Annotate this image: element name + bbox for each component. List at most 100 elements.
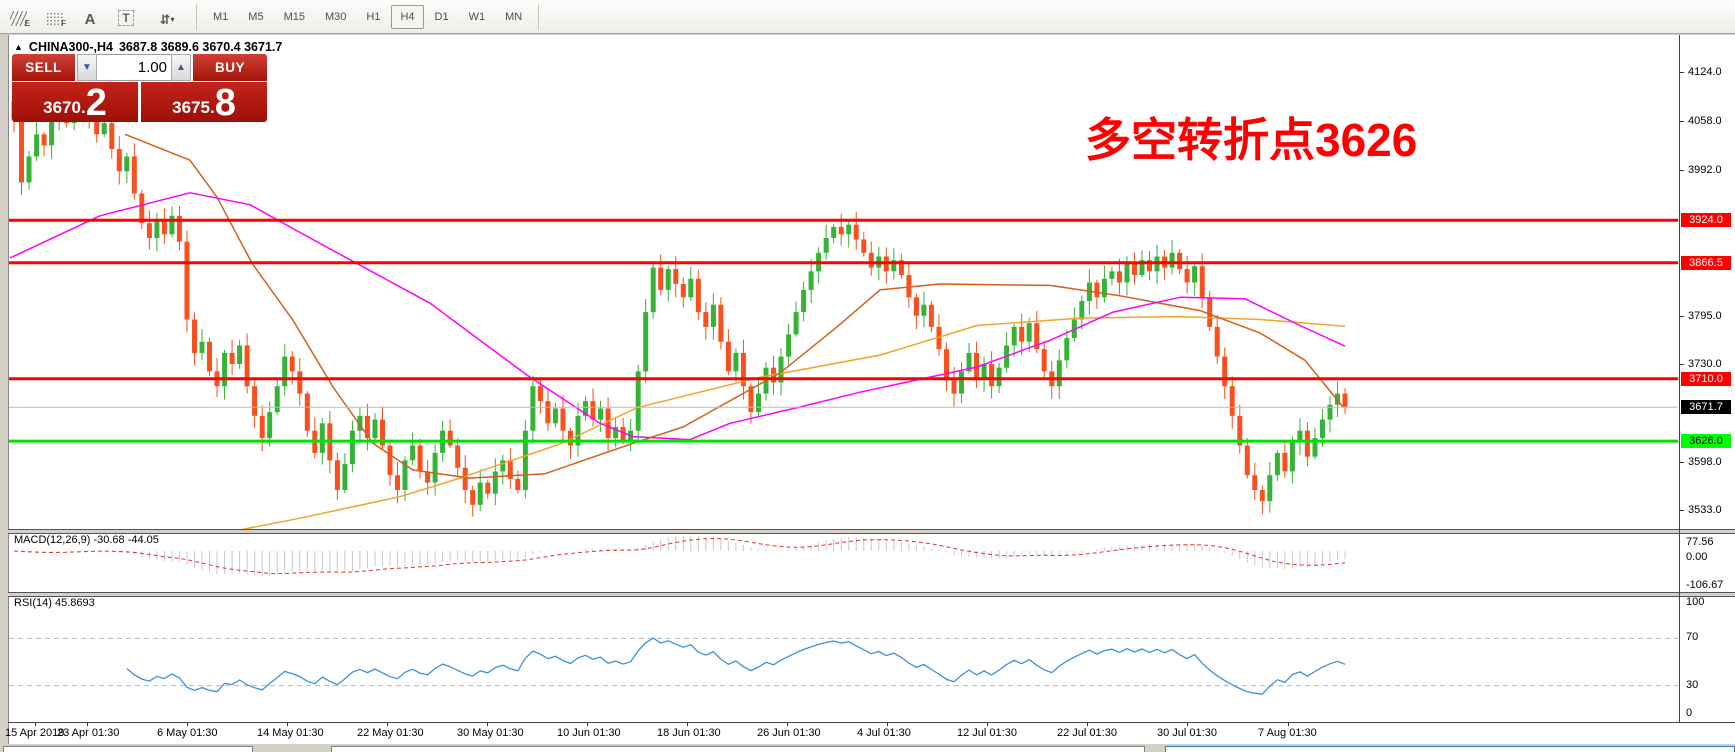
rsi-label: RSI(14) 45.8693 <box>14 597 95 609</box>
price-tick-label: 3795.0 <box>1688 310 1722 322</box>
tool-sub-label: F <box>61 18 66 28</box>
date-tick-mark <box>987 722 988 726</box>
indicator-axis-label: 0 <box>1686 707 1693 719</box>
bottom-partial-panels <box>0 744 1735 752</box>
date-tick-mark <box>35 722 36 726</box>
panel-splitter[interactable] <box>8 529 1735 534</box>
date-tick-mark <box>687 722 688 726</box>
arrows-tool-button[interactable]: ⇵ ▾ <box>146 3 188 31</box>
date-label: 30 Jul 01:30 <box>1157 727 1217 739</box>
grid-f-tool-button[interactable]: F <box>38 3 70 31</box>
ask-big-digit: 8 <box>214 82 236 124</box>
macd-indicator-chart[interactable] <box>8 532 1679 592</box>
price-tick-label: 3598.0 <box>1688 456 1722 468</box>
price-tick-mark <box>1680 316 1684 317</box>
price-tick-mark <box>1680 510 1684 511</box>
collapse-panel-icon[interactable]: ▲ <box>14 42 23 52</box>
toolbar-separator <box>538 3 540 30</box>
sell-button[interactable]: SELL <box>12 54 75 81</box>
ask-price-box[interactable]: 3675. 8 <box>141 82 267 122</box>
date-label: 18 Jun 01:30 <box>657 727 721 739</box>
tool-sub-label: E <box>24 18 30 28</box>
chevron-down-icon: ▾ <box>170 14 175 24</box>
price-line-badge: 3710.0 <box>1681 372 1731 386</box>
bottom-partial-panel <box>3 746 253 752</box>
timeframe-button-w1[interactable]: W1 <box>468 10 486 23</box>
ask-sep: . <box>209 98 215 117</box>
text-box-icon: T <box>118 9 134 26</box>
timeframe-group: M1 M5 M15 M30 H1 H4 D1 W1 MN <box>203 4 532 29</box>
date-label: 23 Apr 01:30 <box>57 727 120 739</box>
buy-button[interactable]: BUY <box>193 54 267 81</box>
main-price-chart[interactable] <box>8 36 1679 529</box>
timeframe-button-m15[interactable]: M15 <box>283 10 305 23</box>
timeframe-button-h4[interactable]: H4 <box>391 4 424 29</box>
price-tick-mark <box>1680 364 1684 365</box>
text-label-tool-button[interactable]: A <box>74 3 106 31</box>
rsi-indicator-chart[interactable] <box>8 595 1679 722</box>
volume-input[interactable] <box>97 54 171 81</box>
price-tick-mark <box>1680 121 1684 122</box>
price-tick-label: 4058.0 <box>1688 115 1722 127</box>
indicator-axis-label: 70 <box>1686 631 1699 643</box>
bid-big-digit: 2 <box>85 82 107 124</box>
date-label: 7 Aug 01:30 <box>1258 727 1317 739</box>
macd-label: MACD(12,26,9) -30.68 -44.05 <box>14 534 159 546</box>
date-label: 15 Apr 2019 <box>5 727 65 739</box>
indicator-axis-label: 0.00 <box>1686 551 1708 563</box>
indicator-axis-label: 100 <box>1686 596 1705 608</box>
text-box-tool-button[interactable]: T <box>110 3 142 31</box>
price-line-badge: 3866.5 <box>1681 256 1731 270</box>
price-tick-mark <box>1680 170 1684 171</box>
date-tick-mark <box>587 722 588 726</box>
arrows-icon: ⇵ <box>159 11 171 27</box>
timeframe-button-mn[interactable]: MN <box>505 10 523 23</box>
crosshair-e-icon <box>9 10 27 26</box>
toolbar-separator <box>196 3 197 30</box>
symbol-title: CHINA300-,H4 <box>28 40 113 54</box>
date-label: 12 Jul 01:30 <box>957 727 1017 739</box>
bid-main-digits: 3670 <box>43 98 81 117</box>
timeframe-button-d1[interactable]: D1 <box>434 10 449 23</box>
bid-price-box[interactable]: 3670. 2 <box>12 82 138 122</box>
price-axis-border <box>1679 35 1680 722</box>
date-label: 6 May 01:30 <box>157 727 218 739</box>
date-tick-mark <box>1087 722 1088 726</box>
date-label: 4 Jul 01:30 <box>857 727 911 739</box>
panel-splitter[interactable] <box>8 592 1735 597</box>
one-click-trade-widget: SELL ▼ ▲ BUY 3670.2 3675.8 <box>12 54 267 122</box>
date-tick-mark <box>87 722 88 726</box>
price-tick-label: 4124.0 <box>1688 66 1722 78</box>
date-tick-mark <box>1187 722 1188 726</box>
volume-stepper: ▼ ▲ <box>77 54 191 81</box>
indicator-axis-label: 30 <box>1686 679 1699 691</box>
bottom-partial-panel <box>331 746 1145 752</box>
quote-header: ▲ CHINA300-,H4 3687.8 3689.6 3670.4 3671… <box>14 40 282 54</box>
price-tick-label: 3730.0 <box>1688 358 1722 370</box>
date-label: 14 May 01:30 <box>257 727 324 739</box>
grid-f-icon <box>45 11 63 25</box>
volume-decrease-button[interactable]: ▼ <box>77 54 97 81</box>
volume-increase-button[interactable]: ▲ <box>171 54 191 81</box>
date-tick-mark <box>187 722 188 726</box>
timeframe-button-m30[interactable]: M30 <box>324 10 347 23</box>
timeframe-button-m5[interactable]: M5 <box>248 10 264 23</box>
price-line-badge: 3924.0 <box>1681 213 1731 227</box>
price-line-badge: 3671.7 <box>1681 400 1731 414</box>
indicator-axis-label: -106.67 <box>1686 579 1724 591</box>
date-tick-mark <box>887 722 888 726</box>
ohlc-values: 3687.8 3689.6 3670.4 3671.7 <box>118 40 283 54</box>
date-tick-mark <box>1288 722 1289 726</box>
date-label: 22 Jul 01:30 <box>1057 727 1117 739</box>
toolbar: E F A T ⇵ ▾ M1 M5 M15 M30 H1 H4 D1 W1 MN <box>0 0 1735 34</box>
price-tick-label: 3992.0 <box>1688 164 1722 176</box>
timeframe-button-m1[interactable]: M1 <box>213 10 229 23</box>
price-tick-mark <box>1680 462 1684 463</box>
date-tick-mark <box>387 722 388 726</box>
date-label: 10 Jun 01:30 <box>557 727 621 739</box>
ask-main-digits: 3675 <box>172 98 210 117</box>
crosshair-e-tool-button[interactable]: E <box>2 3 34 31</box>
timeframe-button-h1[interactable]: H1 <box>366 10 381 23</box>
bottom-partial-panel <box>1165 746 1735 752</box>
